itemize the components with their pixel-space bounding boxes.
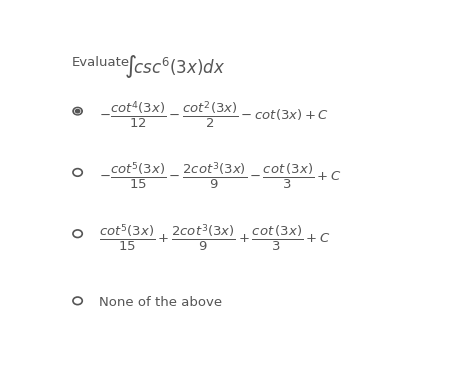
- Circle shape: [75, 109, 81, 113]
- Text: Evaluate: Evaluate: [72, 56, 131, 69]
- Text: $\dfrac{cot^5(3x)}{15} + \dfrac{2cot^3(3x)}{9} + \dfrac{cot\,(3x)}{3} + C$: $\dfrac{cot^5(3x)}{15} + \dfrac{2cot^3(3…: [99, 222, 331, 253]
- Text: $-\dfrac{cot^4(3x)}{12} - \dfrac{cot^2(3x)}{2} - cot(3x) + C$: $-\dfrac{cot^4(3x)}{12} - \dfrac{cot^2(3…: [99, 99, 329, 130]
- Text: $-\dfrac{cot^5(3x)}{15} - \dfrac{2cot^3(3x)}{9} - \dfrac{cot\,(3x)}{3} + C$: $-\dfrac{cot^5(3x)}{15} - \dfrac{2cot^3(…: [99, 161, 342, 191]
- Text: None of the above: None of the above: [99, 296, 222, 309]
- Circle shape: [75, 110, 80, 113]
- Text: $\int\!csc^6(3x)dx$: $\int\!csc^6(3x)dx$: [124, 53, 225, 80]
- Circle shape: [73, 107, 82, 115]
